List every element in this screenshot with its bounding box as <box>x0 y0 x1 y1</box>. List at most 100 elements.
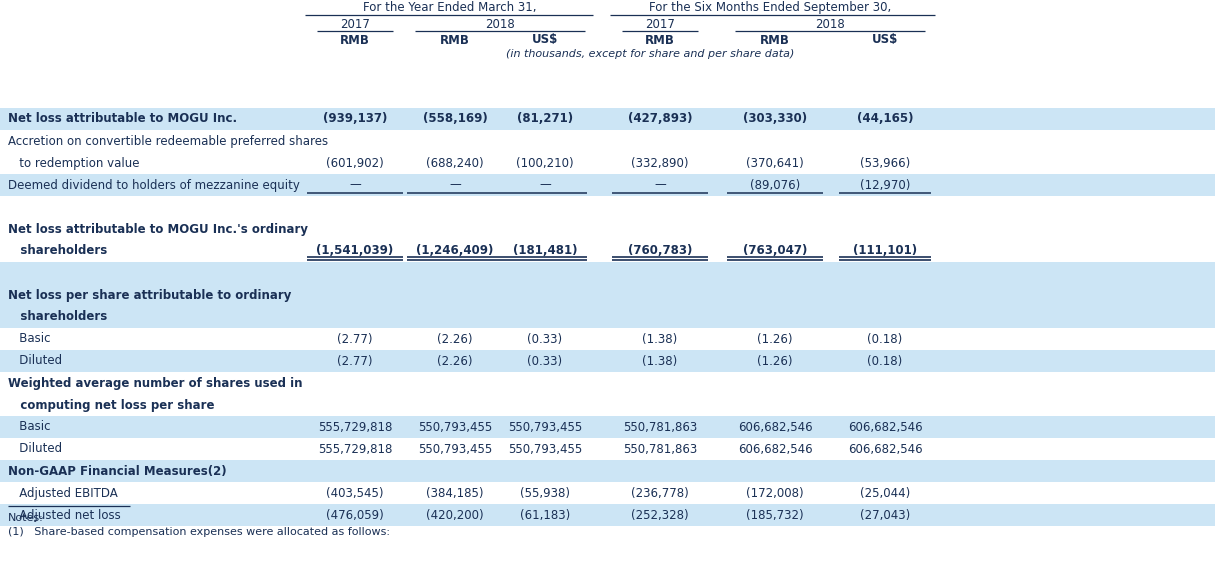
Bar <box>0 394 1215 416</box>
Text: (53,966): (53,966) <box>860 157 910 169</box>
Text: Deemed dividend to holders of mezzanine equity: Deemed dividend to holders of mezzanine … <box>9 179 300 191</box>
Text: —: — <box>450 179 460 191</box>
Bar <box>0 108 1215 130</box>
Text: (27,043): (27,043) <box>860 509 910 521</box>
Text: RMB: RMB <box>761 33 790 47</box>
Bar <box>0 240 1215 262</box>
Text: shareholders: shareholders <box>9 310 107 324</box>
Text: 550,793,455: 550,793,455 <box>508 420 582 434</box>
Text: (427,893): (427,893) <box>628 112 693 126</box>
Text: (476,059): (476,059) <box>326 509 384 521</box>
Bar <box>0 306 1215 328</box>
Text: (0.18): (0.18) <box>868 354 903 367</box>
Text: (420,200): (420,200) <box>426 509 484 521</box>
Text: Diluted: Diluted <box>9 354 62 367</box>
Text: 555,729,818: 555,729,818 <box>318 442 392 456</box>
Bar <box>0 262 1215 284</box>
Text: 550,781,863: 550,781,863 <box>623 442 697 456</box>
Text: (1.38): (1.38) <box>643 354 678 367</box>
Text: (763,047): (763,047) <box>742 244 807 257</box>
Bar <box>0 416 1215 438</box>
Text: (601,902): (601,902) <box>326 157 384 169</box>
Text: (1,541,039): (1,541,039) <box>316 244 394 257</box>
Text: (252,328): (252,328) <box>631 509 689 521</box>
Text: (12,970): (12,970) <box>860 179 910 191</box>
Text: (688,240): (688,240) <box>426 157 484 169</box>
Text: (0.18): (0.18) <box>868 332 903 346</box>
Text: Net loss attributable to MOGU Inc.'s ordinary: Net loss attributable to MOGU Inc.'s ord… <box>9 222 307 236</box>
Text: (111,101): (111,101) <box>853 244 917 257</box>
Text: (172,008): (172,008) <box>746 487 804 499</box>
Text: Diluted: Diluted <box>9 442 62 456</box>
Bar <box>0 504 1215 526</box>
Text: (44,165): (44,165) <box>857 112 914 126</box>
Text: (0.33): (0.33) <box>527 354 563 367</box>
Text: Accretion on convertible redeemable preferred shares: Accretion on convertible redeemable pref… <box>9 135 328 147</box>
Text: (760,783): (760,783) <box>628 244 693 257</box>
Text: 550,793,455: 550,793,455 <box>508 442 582 456</box>
Text: computing net loss per share: computing net loss per share <box>9 399 215 411</box>
Text: Basic: Basic <box>9 420 51 434</box>
Text: (55,938): (55,938) <box>520 487 570 499</box>
Text: shareholders: shareholders <box>9 244 107 257</box>
Text: (185,732): (185,732) <box>746 509 804 521</box>
Bar <box>0 196 1215 218</box>
Text: 555,729,818: 555,729,818 <box>318 420 392 434</box>
Text: Adjusted EBITDA: Adjusted EBITDA <box>9 487 118 499</box>
Text: (332,890): (332,890) <box>632 157 689 169</box>
Text: Net loss attributable to MOGU Inc.: Net loss attributable to MOGU Inc. <box>9 112 237 126</box>
Bar <box>0 482 1215 504</box>
Text: (303,330): (303,330) <box>742 112 807 126</box>
Text: 550,793,455: 550,793,455 <box>418 442 492 456</box>
Text: (2.77): (2.77) <box>338 332 373 346</box>
Bar <box>0 460 1215 482</box>
Text: (181,481): (181,481) <box>513 244 577 257</box>
Text: (939,137): (939,137) <box>323 112 388 126</box>
Bar <box>0 284 1215 306</box>
Text: (100,210): (100,210) <box>516 157 573 169</box>
Bar <box>0 372 1215 394</box>
Text: Notes:: Notes: <box>9 513 44 523</box>
Text: (370,641): (370,641) <box>746 157 804 169</box>
Text: (1.38): (1.38) <box>643 332 678 346</box>
Text: 606,682,546: 606,682,546 <box>848 420 922 434</box>
Text: —: — <box>349 179 361 191</box>
Text: 606,682,546: 606,682,546 <box>738 442 813 456</box>
Text: US$: US$ <box>872 33 898 47</box>
Text: For the Six Months Ended September 30,: For the Six Months Ended September 30, <box>649 2 891 14</box>
Text: RMB: RMB <box>340 33 369 47</box>
Text: (2.26): (2.26) <box>437 354 473 367</box>
Text: (25,044): (25,044) <box>860 487 910 499</box>
Text: 2018: 2018 <box>485 17 515 31</box>
Text: 2018: 2018 <box>815 17 844 31</box>
Text: 606,682,546: 606,682,546 <box>738 420 813 434</box>
Bar <box>0 328 1215 350</box>
Bar <box>0 174 1215 196</box>
Text: Weighted average number of shares used in: Weighted average number of shares used i… <box>9 377 303 389</box>
Bar <box>0 438 1215 460</box>
Text: —: — <box>654 179 666 191</box>
Text: (403,545): (403,545) <box>327 487 384 499</box>
Bar <box>0 152 1215 174</box>
Text: 550,781,863: 550,781,863 <box>623 420 697 434</box>
Bar <box>0 218 1215 240</box>
Text: to redemption value: to redemption value <box>9 157 140 169</box>
Text: Net loss per share attributable to ordinary: Net loss per share attributable to ordin… <box>9 289 292 301</box>
Text: (0.33): (0.33) <box>527 332 563 346</box>
Text: (1,246,409): (1,246,409) <box>417 244 493 257</box>
Text: RMB: RMB <box>440 33 470 47</box>
Text: (2.26): (2.26) <box>437 332 473 346</box>
Text: Non-GAAP Financial Measures(2): Non-GAAP Financial Measures(2) <box>9 464 227 478</box>
Text: (1.26): (1.26) <box>757 354 792 367</box>
Text: (61,183): (61,183) <box>520 509 570 521</box>
Text: (236,778): (236,778) <box>631 487 689 499</box>
Text: For the Year Ended March 31,: For the Year Ended March 31, <box>363 2 537 14</box>
Text: (1)   Share-based compensation expenses were allocated as follows:: (1) Share-based compensation expenses we… <box>9 527 390 537</box>
Bar <box>0 130 1215 152</box>
Text: (384,185): (384,185) <box>426 487 484 499</box>
Text: (2.77): (2.77) <box>338 354 373 367</box>
Text: 550,793,455: 550,793,455 <box>418 420 492 434</box>
Text: Adjusted net loss: Adjusted net loss <box>9 509 120 521</box>
Text: (558,169): (558,169) <box>423 112 487 126</box>
Text: Basic: Basic <box>9 332 51 346</box>
